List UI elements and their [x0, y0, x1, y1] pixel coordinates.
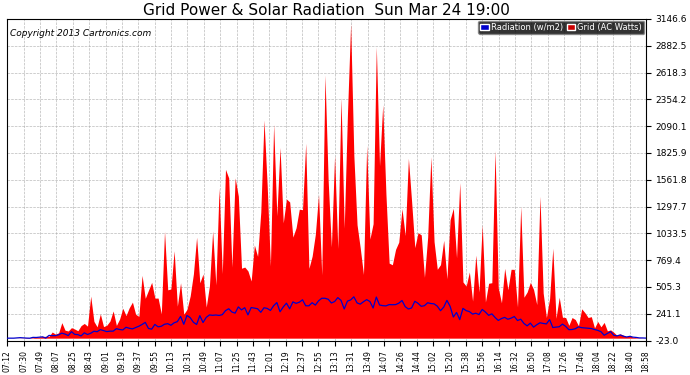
Legend: Radiation (w/m2), Grid (AC Watts): Radiation (w/m2), Grid (AC Watts)	[478, 21, 644, 34]
Text: Copyright 2013 Cartronics.com: Copyright 2013 Cartronics.com	[10, 28, 152, 38]
Title: Grid Power & Solar Radiation  Sun Mar 24 19:00: Grid Power & Solar Radiation Sun Mar 24 …	[143, 3, 510, 18]
